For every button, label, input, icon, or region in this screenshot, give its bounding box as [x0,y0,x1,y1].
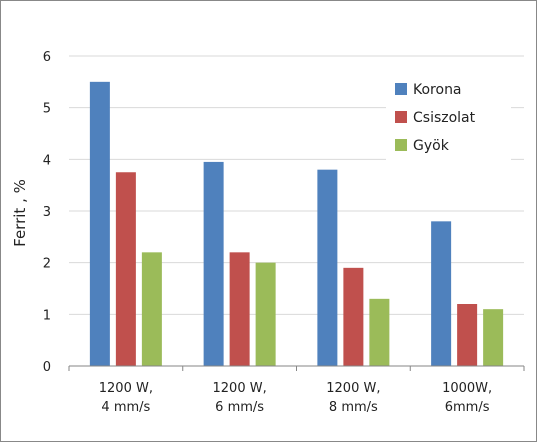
bar-gyök-1 [141,252,162,366]
legend-swatch-csiszolat [395,111,407,123]
x-tick-label: 8 mm/s [329,400,378,415]
y-tick-label: 4 [43,153,51,168]
y-axis-label: Ferrit , % [11,179,29,247]
bar-gyök-2 [255,262,276,366]
bar-korona-4 [431,221,452,366]
x-tick-labels: 1200 W, 4 mm/s 1200 W, 6 mm/s 1200 W, 8 mm/s 1… [99,381,492,415]
y-tick-labels: 0 1 2 3 4 5 6 [43,50,51,375]
legend-label-korona: Korona [413,82,462,98]
legend-label-csiszolat: Csiszolat [413,110,476,126]
bars [89,81,504,366]
x-tick-label: 6 mm/s [215,400,264,415]
x-tick-label: 1200 W, [326,381,380,396]
bar-korona-3 [317,169,338,366]
bar-csiszolat-3 [343,267,364,366]
x-tick-label: 4 mm/s [101,400,150,415]
bar-korona-2 [203,161,224,366]
legend-swatch-korona [395,83,407,95]
y-tick-label: 2 [43,257,51,272]
x-tick-label: 1000W, [442,381,492,396]
legend-swatch-gyök [395,139,407,151]
legend: Korona Csiszolat Gyök [386,72,511,164]
x-tick-label: 1200 W, [213,381,267,396]
y-tick-label: 6 [43,50,51,65]
x-tick-label: 6mm/s [445,400,490,415]
y-tick-label: 1 [43,308,51,323]
y-tick-label: 3 [43,205,51,220]
bar-csiszolat-4 [457,304,478,366]
y-tick-label: 0 [43,360,51,375]
axes [68,365,525,371]
legend-label-gyök: Gyök [413,138,450,154]
bar-csiszolat-2 [229,252,250,366]
y-tick-label: 5 [43,102,51,117]
bar-korona-1 [89,81,110,366]
x-tick-label: 1200 W, [99,381,153,396]
bar-csiszolat-1 [115,172,136,366]
bar-gyök-3 [369,298,390,366]
bar-gyök-4 [483,309,504,366]
